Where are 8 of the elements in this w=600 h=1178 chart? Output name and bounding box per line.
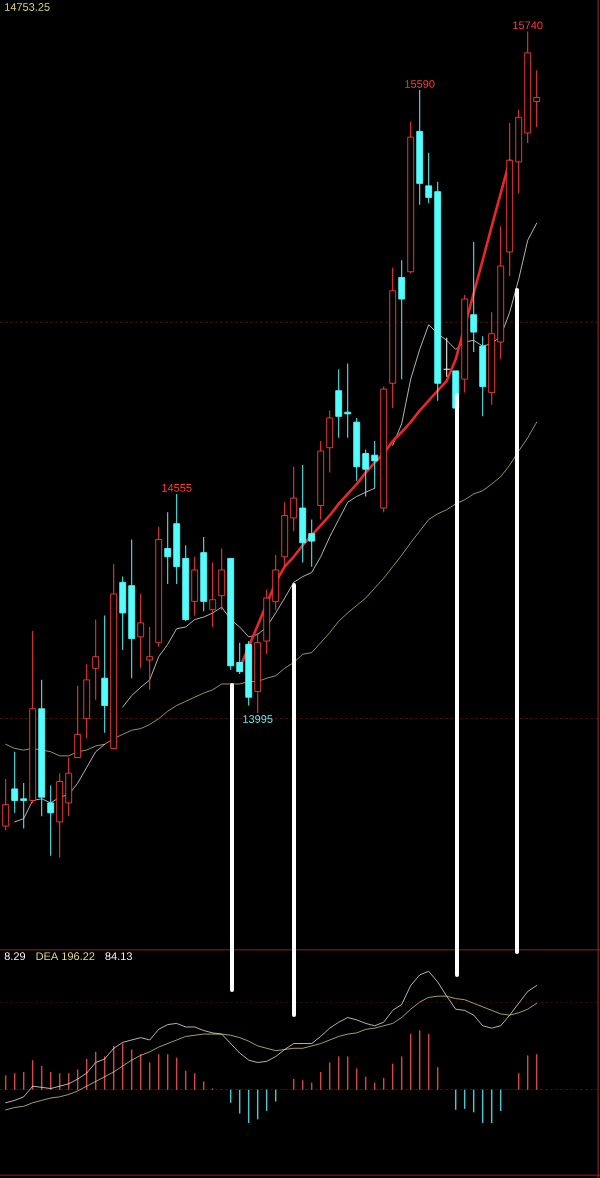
annotation: 13995 — [243, 715, 273, 723]
annotation: 14555 — [162, 484, 192, 492]
text: 84.13 — [105, 952, 132, 961]
text: DEA 196.22 — [36, 952, 95, 961]
annotation: 15740 — [513, 21, 543, 30]
text: 8.29 — [4, 952, 26, 961]
text: 14753.25 — [5, 3, 50, 11]
annotation: 15590 — [405, 80, 435, 88]
